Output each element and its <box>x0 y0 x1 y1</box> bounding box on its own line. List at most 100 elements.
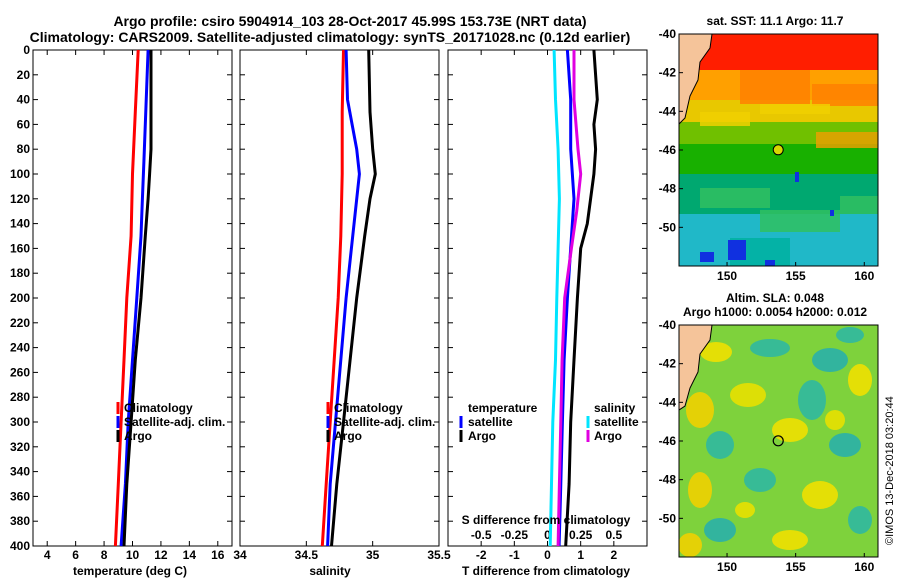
s-tick-label: 0.5 <box>605 528 622 542</box>
legend-label-climatology: Climatology <box>124 401 193 415</box>
argo-position-marker <box>772 435 784 447</box>
difference-line-s-satellite <box>548 49 561 547</box>
salinity-plot: 34 34.5 35 35.5 <box>233 49 451 562</box>
sla-anomaly-blob <box>744 468 776 492</box>
depth-tick-label: 100 <box>10 167 30 181</box>
sla-map-axes: 150 155 160 -40 -42 -44 -46 -48 -50 <box>659 318 875 574</box>
s-difference-axis-label: S difference from climatology <box>462 513 631 527</box>
sst-map <box>679 34 878 266</box>
sla-anomaly-blob <box>750 339 790 357</box>
sst-band <box>679 40 878 70</box>
legend-label-satellite-adj: Satellite-adj. clim. <box>124 415 225 429</box>
map-x-tick-label: 160 <box>854 560 874 574</box>
depth-tick-label: 0 <box>23 43 30 57</box>
difference-xlabel: T difference from climatology <box>462 564 630 578</box>
salinity-legend: Climatology Satellite-adj. clim. Argo <box>326 401 435 443</box>
sla-anomaly-blob <box>700 342 732 362</box>
x-tick-label: 34 <box>233 548 247 562</box>
sla-anomaly-blob <box>848 506 872 534</box>
legend-label-argo: Argo <box>334 429 362 443</box>
sst-map-title: sat. SST: 11.1 Argo: 11.7 <box>707 14 844 28</box>
title-line-1: Argo profile: csiro 5904914_103 28-Oct-2… <box>113 13 586 29</box>
difference-line-t-satellite <box>557 49 576 547</box>
sst-patch <box>812 84 878 106</box>
sla-anomaly-blob <box>829 433 861 457</box>
depth-tick-label: 40 <box>17 93 31 107</box>
sla-anomaly-blob <box>825 410 845 430</box>
sla-anomaly-blob <box>706 431 734 459</box>
depth-tick-label: 380 <box>10 514 30 528</box>
sla-anomaly-blob <box>798 380 826 420</box>
title-line-2: Climatology: CARS2009. Satellite-adjuste… <box>30 29 631 45</box>
map-y-tick-label: -50 <box>659 220 677 234</box>
sst-cold-patch <box>795 172 799 182</box>
temperature-line-argo <box>122 50 153 547</box>
depth-tick-label: 280 <box>10 390 30 404</box>
sla-map <box>679 325 878 557</box>
sla-map-title-2: Argo h1000: 0.0054 h2000: 0.012 <box>683 305 867 319</box>
legend-label-t-satellite: satellite <box>468 415 513 429</box>
sst-band <box>679 34 878 40</box>
depth-tick-label: 140 <box>10 217 30 231</box>
x-tick-label: 8 <box>101 548 108 562</box>
land-coastline <box>679 34 713 125</box>
x-tick-label: 35 <box>366 548 380 562</box>
map-x-tick-label: 155 <box>786 560 806 574</box>
x-tick-label: 10 <box>126 548 140 562</box>
s-tick-label: -0.5 <box>471 528 492 542</box>
salinity-line-argo <box>330 49 377 547</box>
difference-plot: -2 -1 0 1 2 -0.5 -0.25 0 0.25 0.5 <box>448 49 647 562</box>
map-y-tick-label: -48 <box>659 473 677 487</box>
map-x-tick-label: 150 <box>717 269 737 283</box>
depth-tick-label: 340 <box>10 465 30 479</box>
map-y-tick-label: -40 <box>659 27 677 41</box>
sst-cold-patch <box>700 252 714 262</box>
sst-patch <box>760 104 830 114</box>
legend-label-satellite-adj: Satellite-adj. clim. <box>334 415 435 429</box>
sst-patch <box>700 112 750 126</box>
sla-map-title-1: Altim. SLA: 0.048 <box>726 291 824 305</box>
x-tick-label: 4 <box>44 548 51 562</box>
s-tick-label: 0 <box>544 528 551 542</box>
legend-label-argo: Argo <box>124 429 152 443</box>
map-y-tick-label: -46 <box>659 434 677 448</box>
argo-position-marker <box>772 144 784 156</box>
sst-patch <box>816 132 878 148</box>
x-tick-label: 12 <box>154 548 168 562</box>
temperature-xlabel: temperature (deg C) <box>73 564 187 578</box>
x-tick-label: -2 <box>476 548 487 562</box>
depth-tick-label: 20 <box>17 68 31 82</box>
depth-tick-label: 220 <box>10 316 30 330</box>
difference-line-t-argo <box>564 49 599 547</box>
salinity-xlabel: salinity <box>309 564 351 578</box>
sst-cold-patch <box>765 260 775 266</box>
depth-tick-label: 120 <box>10 192 30 206</box>
x-tick-label: -1 <box>509 548 520 562</box>
map-y-tick-label: -44 <box>659 104 677 118</box>
map-x-tick-label: 160 <box>854 269 874 283</box>
x-tick-label: 6 <box>72 548 79 562</box>
temperature-legend: Climatology Satellite-adj. clim. Argo <box>116 401 225 443</box>
map-y-tick-label: -42 <box>659 66 677 80</box>
depth-axis: 0 20 40 60 80 100 120 140 160 180 200 220 240 260 280 3… <box>10 43 30 553</box>
depth-tick-label: 160 <box>10 241 30 255</box>
map-y-tick-label: -46 <box>659 143 677 157</box>
sst-patch <box>760 210 840 232</box>
x-tick-label: 0 <box>544 548 551 562</box>
sla-anomaly-blob <box>730 383 766 407</box>
sla-anomaly-blob <box>848 364 872 396</box>
temperature-panel <box>32 49 233 547</box>
depth-tick-label: 400 <box>10 539 30 553</box>
map-y-tick-label: -48 <box>659 182 677 196</box>
sst-cold-patch <box>830 210 834 216</box>
x-tick-label: 16 <box>211 548 225 562</box>
depth-tick-label: 60 <box>17 117 31 131</box>
difference-line-s-argo <box>556 50 583 547</box>
depth-tick-label: 360 <box>10 489 30 503</box>
x-tick-label: 35.5 <box>427 548 451 562</box>
difference-panel <box>447 49 648 547</box>
depth-tick-label: 300 <box>10 415 30 429</box>
depth-tick-label: 240 <box>10 341 30 355</box>
depth-tick-label: 200 <box>10 291 30 305</box>
